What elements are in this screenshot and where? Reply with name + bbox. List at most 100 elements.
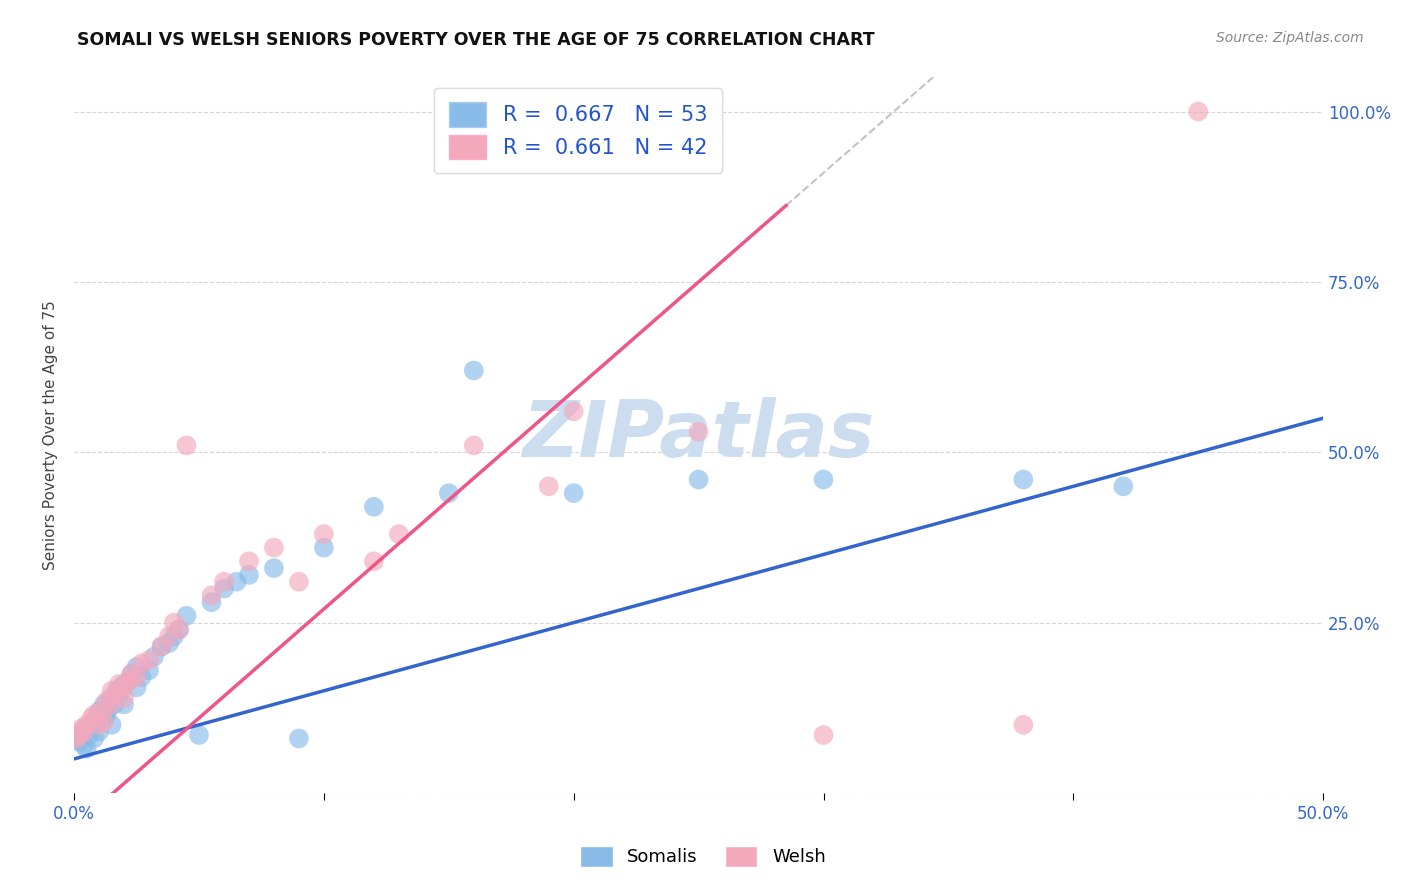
Point — [110, 681, 132, 695]
Point — [138, 663, 160, 677]
Point — [688, 473, 710, 487]
Point — [212, 574, 235, 589]
Point — [312, 541, 335, 555]
Legend: Somalis, Welsh: Somalis, Welsh — [574, 838, 832, 874]
Point — [67, 735, 90, 749]
Point — [70, 724, 93, 739]
Point — [537, 479, 560, 493]
Point — [70, 721, 93, 735]
Point — [157, 636, 180, 650]
Point — [105, 687, 128, 701]
Point — [200, 595, 222, 609]
Legend: R =  0.667   N = 53, R =  0.661   N = 42: R = 0.667 N = 53, R = 0.661 N = 42 — [434, 87, 723, 173]
Point — [93, 714, 115, 729]
Point — [100, 698, 122, 712]
Point — [288, 574, 311, 589]
Text: ZIPatlas: ZIPatlas — [523, 397, 875, 474]
Point — [87, 704, 110, 718]
Point — [1112, 479, 1135, 493]
Point — [73, 724, 96, 739]
Point — [131, 657, 153, 671]
Point — [87, 718, 110, 732]
Point — [1012, 718, 1035, 732]
Point — [167, 623, 190, 637]
Point — [238, 568, 260, 582]
Point — [263, 561, 285, 575]
Point — [125, 670, 148, 684]
Point — [288, 731, 311, 746]
Point — [562, 486, 585, 500]
Point — [100, 690, 122, 705]
Point — [90, 714, 112, 729]
Point — [87, 724, 110, 739]
Point — [76, 718, 98, 732]
Point — [93, 698, 115, 712]
Point — [77, 728, 100, 742]
Point — [125, 681, 148, 695]
Point — [108, 677, 131, 691]
Point — [463, 438, 485, 452]
Point — [76, 721, 98, 735]
Point — [100, 718, 122, 732]
Point — [813, 473, 835, 487]
Point — [112, 677, 135, 691]
Point — [143, 649, 166, 664]
Point — [86, 711, 108, 725]
Point — [121, 666, 143, 681]
Point — [105, 683, 128, 698]
Point — [65, 731, 87, 746]
Point — [212, 582, 235, 596]
Point — [96, 694, 118, 708]
Point — [1012, 473, 1035, 487]
Point — [312, 527, 335, 541]
Text: Source: ZipAtlas.com: Source: ZipAtlas.com — [1216, 31, 1364, 45]
Point — [108, 687, 131, 701]
Point — [73, 739, 96, 753]
Point — [388, 527, 411, 541]
Point — [100, 683, 122, 698]
Point — [103, 698, 125, 712]
Point — [118, 673, 141, 688]
Point — [98, 700, 121, 714]
Point — [112, 690, 135, 705]
Point — [163, 615, 186, 630]
Point — [76, 741, 98, 756]
Point — [118, 673, 141, 688]
Point — [150, 640, 173, 654]
Point — [112, 681, 135, 695]
Point — [238, 554, 260, 568]
Point — [150, 640, 173, 654]
Point — [363, 554, 385, 568]
Point — [188, 728, 211, 742]
Point — [93, 711, 115, 725]
Point — [112, 698, 135, 712]
Point — [121, 666, 143, 681]
Point — [176, 608, 198, 623]
Point — [80, 711, 103, 725]
Point — [463, 363, 485, 377]
Point — [562, 404, 585, 418]
Point — [225, 574, 247, 589]
Point — [138, 653, 160, 667]
Point — [263, 541, 285, 555]
Point — [131, 670, 153, 684]
Text: SOMALI VS WELSH SENIORS POVERTY OVER THE AGE OF 75 CORRELATION CHART: SOMALI VS WELSH SENIORS POVERTY OVER THE… — [77, 31, 875, 49]
Point — [1187, 104, 1209, 119]
Point — [157, 629, 180, 643]
Point — [65, 731, 87, 746]
Point — [125, 660, 148, 674]
Y-axis label: Seniors Poverty Over the Age of 75: Seniors Poverty Over the Age of 75 — [44, 301, 58, 570]
Point — [80, 718, 103, 732]
Point — [813, 728, 835, 742]
Point — [90, 704, 112, 718]
Point — [83, 731, 105, 746]
Point — [96, 707, 118, 722]
Point — [167, 623, 190, 637]
Point — [200, 588, 222, 602]
Point — [363, 500, 385, 514]
Point — [176, 438, 198, 452]
Point — [688, 425, 710, 439]
Point — [163, 629, 186, 643]
Point — [67, 728, 90, 742]
Point — [437, 486, 460, 500]
